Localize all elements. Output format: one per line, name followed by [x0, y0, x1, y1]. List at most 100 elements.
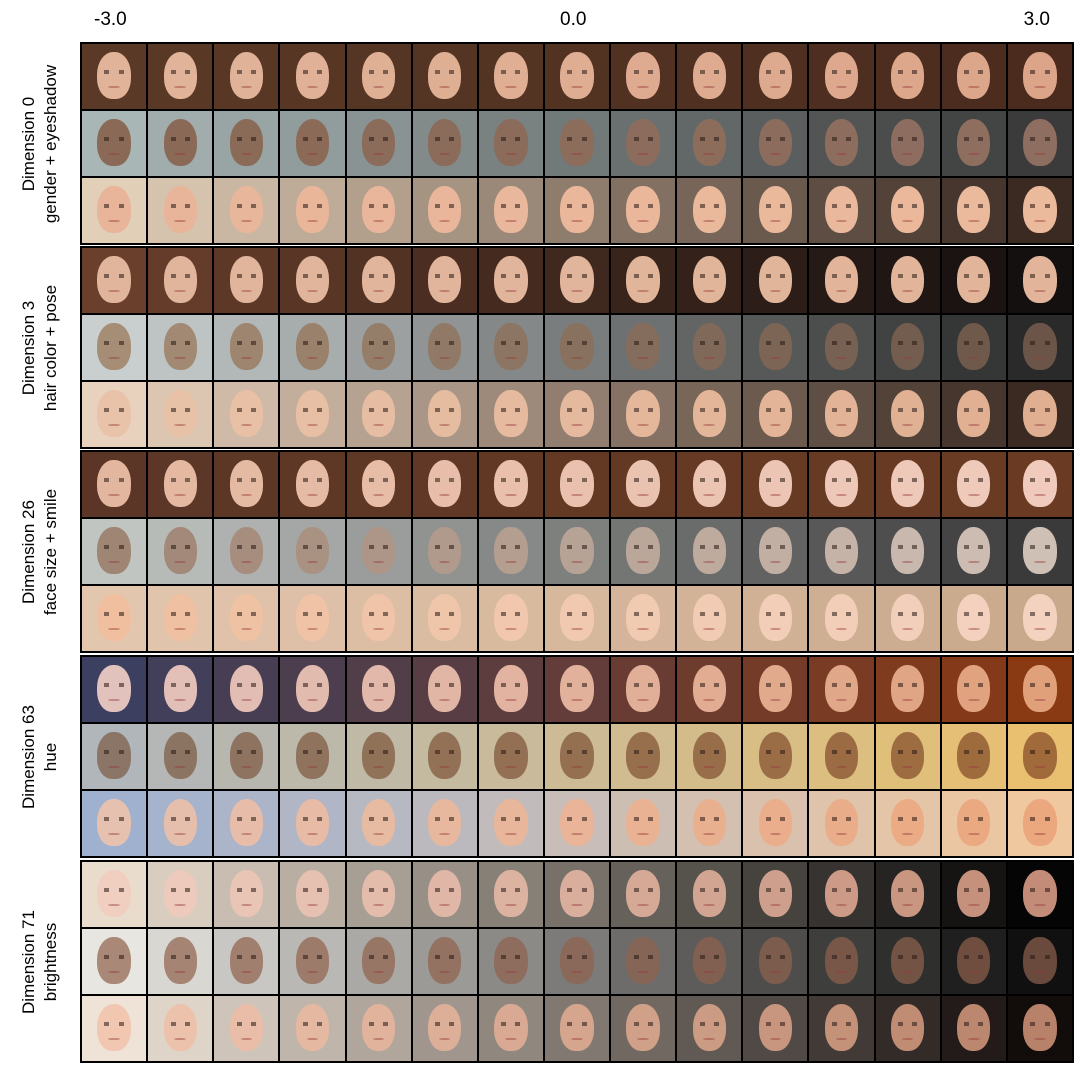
face-image: [743, 724, 808, 789]
eyes-shape: [699, 204, 719, 208]
face-image: [280, 111, 345, 176]
eyes-shape: [898, 408, 918, 412]
face-shape: [97, 936, 131, 984]
eyes-shape: [964, 1022, 984, 1026]
eyes-shape: [236, 888, 256, 892]
face-image: [611, 111, 676, 176]
mouth-shape: [571, 970, 583, 974]
face-image: [941, 452, 1006, 517]
face-shape: [229, 51, 263, 99]
eyes-shape: [765, 683, 785, 687]
mouth-shape: [174, 219, 186, 223]
eyes-shape: [898, 888, 918, 892]
image-grid: [82, 657, 1072, 856]
eyes-shape: [633, 70, 653, 74]
mouth-shape: [505, 698, 517, 702]
eyes-shape: [765, 750, 785, 754]
mouth-shape: [505, 627, 517, 631]
eyes-shape: [699, 750, 719, 754]
mouth-shape: [901, 970, 914, 974]
eyes-shape: [831, 274, 852, 278]
mouth-shape: [174, 289, 186, 293]
eyes-shape: [964, 817, 984, 821]
eyes-shape: [898, 955, 918, 959]
face-shape: [163, 936, 197, 984]
dimension-label: Dimension 26: [19, 499, 38, 604]
mouth-shape: [1034, 85, 1046, 89]
mouth-shape: [703, 289, 716, 293]
mouth-shape: [835, 152, 848, 156]
mouth-shape: [108, 903, 120, 907]
mouth-shape: [108, 219, 120, 223]
mouth-shape: [438, 219, 451, 223]
face-shape: [1023, 459, 1057, 507]
face-image: [148, 452, 213, 517]
eyes-shape: [435, 612, 455, 616]
mouth-shape: [901, 698, 914, 702]
face-image: [544, 996, 610, 1061]
face-shape: [295, 798, 330, 846]
mouth-shape: [108, 627, 120, 631]
mouth-shape: [108, 152, 120, 156]
mouth-shape: [174, 493, 186, 497]
eyes-shape: [170, 612, 190, 616]
eyes-shape: [236, 274, 256, 278]
face-image: [82, 519, 147, 584]
eyes-shape: [368, 888, 389, 892]
eyes-shape: [170, 750, 190, 754]
eyes-shape: [898, 1022, 918, 1026]
face-image: [809, 724, 874, 789]
face-shape: [229, 869, 263, 917]
mouth-shape: [505, 560, 517, 564]
eyes-shape: [435, 341, 455, 345]
mouth-shape: [769, 970, 782, 974]
face-shape: [890, 255, 925, 303]
mouth-shape: [769, 698, 782, 702]
mouth-shape: [571, 152, 583, 156]
face-image: [743, 248, 808, 313]
face-image: [280, 996, 345, 1061]
face-shape: [163, 255, 197, 303]
face-shape: [890, 731, 925, 779]
face-shape: [494, 798, 528, 846]
face-shape: [692, 869, 726, 917]
mouth-shape: [1034, 970, 1046, 974]
face-shape: [560, 593, 594, 641]
eyes-shape: [765, 478, 785, 482]
mouth-shape: [240, 493, 253, 497]
face-image: [214, 929, 279, 994]
face-shape: [824, 389, 859, 437]
mouth-shape: [108, 765, 120, 769]
face-image: [875, 929, 940, 994]
mouth-shape: [240, 765, 253, 769]
eyes-shape: [302, 274, 323, 278]
mouth-shape: [372, 1037, 385, 1041]
eyes-shape: [435, 408, 455, 412]
face-shape: [692, 51, 726, 99]
mouth-shape: [637, 560, 649, 564]
mouth-shape: [571, 1037, 583, 1041]
face-shape: [163, 51, 197, 99]
eyes-shape: [699, 408, 719, 412]
eyes-shape: [435, 750, 455, 754]
face-shape: [890, 459, 925, 507]
eyes-shape: [435, 955, 455, 959]
mouth-shape: [571, 356, 583, 360]
face-shape: [295, 51, 330, 99]
face-image: [875, 862, 940, 927]
face-shape: [97, 1003, 131, 1051]
section-block: [80, 450, 1074, 653]
mouth-shape: [769, 832, 782, 836]
face-shape: [957, 1003, 991, 1051]
eyes-shape: [1030, 750, 1050, 754]
mouth-shape: [637, 627, 649, 631]
eyes-shape: [765, 888, 785, 892]
eyes-shape: [170, 955, 190, 959]
face-shape: [626, 118, 660, 166]
face-shape: [1023, 389, 1057, 437]
face-shape: [957, 185, 991, 233]
eyes-shape: [170, 204, 190, 208]
face-shape: [890, 1003, 925, 1051]
face-shape: [560, 185, 594, 233]
axis-label-left: -3.0: [94, 9, 127, 30]
